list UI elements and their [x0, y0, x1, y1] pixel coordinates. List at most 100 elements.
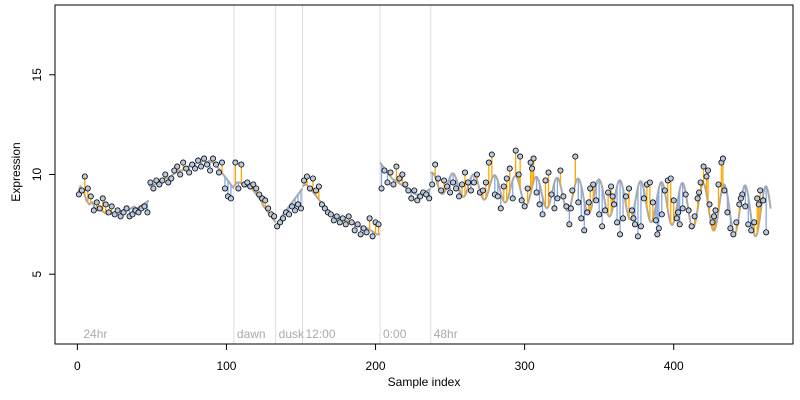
data-point	[488, 151, 495, 158]
data-point	[351, 227, 358, 234]
data-point	[658, 211, 665, 218]
data-point	[590, 181, 597, 188]
data-point	[585, 199, 592, 206]
x-tick-label: 400	[664, 359, 684, 373]
data-point	[578, 215, 585, 222]
marker-label: 12:00	[305, 327, 335, 341]
data-point	[444, 183, 451, 190]
data-point	[566, 221, 573, 228]
data-point	[608, 183, 615, 190]
data-point	[524, 185, 531, 192]
data-point	[694, 195, 701, 202]
data-point	[760, 197, 767, 204]
data-point	[300, 177, 307, 184]
data-point	[727, 225, 734, 232]
data-point	[277, 219, 284, 226]
data-point	[102, 201, 109, 208]
data-point	[611, 201, 618, 208]
data-point	[584, 209, 591, 216]
data-point	[697, 179, 704, 186]
data-point	[567, 205, 574, 212]
data-point	[402, 181, 409, 188]
data-point	[646, 179, 653, 186]
data-point	[456, 193, 463, 200]
data-point	[393, 163, 400, 170]
data-point	[652, 217, 659, 224]
data-point	[654, 231, 661, 238]
data-point	[387, 169, 394, 176]
data-point	[405, 187, 412, 194]
data-point	[221, 185, 228, 192]
data-point	[453, 185, 460, 192]
data-point	[375, 221, 382, 228]
data-point	[111, 211, 118, 218]
marker-label: dawn	[237, 327, 266, 341]
data-point	[238, 161, 245, 168]
y-tick-label: 5	[30, 271, 44, 278]
data-point	[742, 203, 749, 210]
data-point	[557, 167, 564, 174]
marker-label: 24hr	[83, 327, 107, 341]
data-point	[84, 185, 91, 192]
data-point	[736, 201, 743, 208]
data-point	[417, 193, 424, 200]
data-point	[354, 221, 361, 228]
data-point	[366, 215, 373, 222]
y-axis: 5 10 15	[30, 68, 56, 278]
data-point	[274, 223, 281, 230]
data-point	[605, 189, 612, 196]
data-point	[192, 165, 199, 172]
data-point	[78, 187, 85, 194]
data-point	[303, 173, 310, 180]
data-point	[715, 181, 722, 188]
data-point	[542, 177, 549, 184]
data-point	[180, 159, 187, 166]
data-point	[177, 171, 184, 178]
data-point	[705, 167, 712, 174]
data-point	[81, 173, 88, 180]
data-point	[429, 181, 436, 188]
data-point	[135, 209, 142, 216]
data-point	[204, 161, 211, 168]
data-point	[153, 177, 160, 184]
data-point	[527, 159, 534, 166]
data-point	[186, 169, 193, 176]
data-point	[450, 179, 457, 186]
data-point	[560, 193, 567, 200]
data-points	[75, 147, 770, 240]
data-point	[280, 215, 287, 222]
data-point	[529, 165, 536, 172]
data-point	[441, 177, 448, 184]
data-point	[330, 217, 337, 224]
data-point	[432, 161, 439, 168]
data-point	[396, 175, 403, 182]
data-point	[141, 203, 148, 210]
data-point	[688, 223, 695, 230]
data-point	[719, 155, 726, 162]
data-point	[96, 205, 103, 212]
x-tick-label: 300	[515, 359, 535, 373]
data-point	[232, 159, 239, 166]
data-point	[482, 179, 489, 186]
data-point	[117, 213, 124, 220]
data-point	[554, 195, 561, 202]
data-point	[189, 161, 196, 168]
data-point	[661, 187, 668, 194]
data-point	[345, 213, 352, 220]
data-point	[655, 225, 662, 232]
marker-label: 48hr	[434, 327, 458, 341]
data-point	[378, 185, 385, 192]
y-axis-label: Expression	[9, 142, 23, 201]
data-point	[342, 221, 349, 228]
data-point	[634, 233, 641, 240]
data-point	[623, 193, 630, 200]
data-point	[748, 227, 755, 234]
data-point	[512, 147, 519, 154]
data-point	[628, 207, 635, 214]
data-point	[195, 157, 202, 164]
data-point	[459, 181, 466, 188]
data-point	[262, 197, 269, 204]
data-point	[93, 199, 100, 206]
data-point	[755, 201, 762, 208]
